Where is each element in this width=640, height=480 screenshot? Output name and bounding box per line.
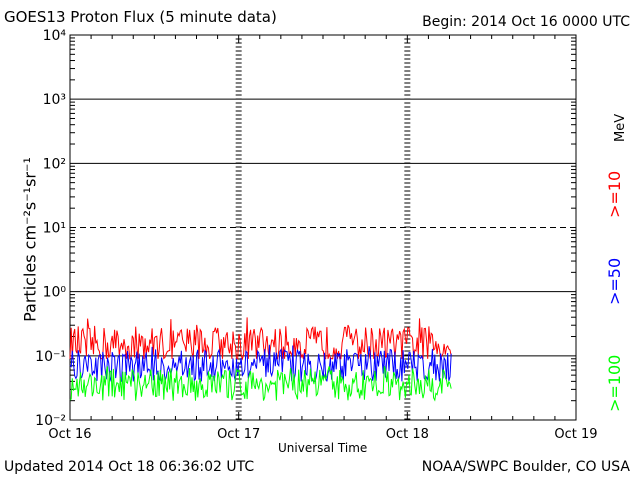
series-line <box>69 317 452 361</box>
legend-entry: >=10 <box>605 171 624 218</box>
x-tick-label: Oct 16 <box>48 427 91 442</box>
x-tick-label: Oct 19 <box>554 427 597 442</box>
y-axis-label: Particles cm⁻²s⁻¹sr⁻¹ <box>20 157 40 322</box>
y-tick-label: 10⁻² <box>35 413 66 429</box>
y-tick-label: 10⁻¹ <box>35 349 66 365</box>
series-line <box>69 365 452 402</box>
begin-time: Begin: 2014 Oct 16 0000 UTC <box>422 14 630 30</box>
y-tick-label: 10⁴ <box>43 28 67 44</box>
x-axis-label: Universal Time <box>278 441 368 455</box>
legend-unit: MeV <box>613 114 628 142</box>
y-tick-label: 10² <box>43 156 66 172</box>
series-line <box>69 344 452 382</box>
y-tick-label: 10³ <box>43 92 66 108</box>
legend-entry: >=100 <box>605 355 624 412</box>
legend-entry: >=50 <box>605 258 624 305</box>
y-tick-label: 10⁰ <box>43 285 67 301</box>
credit-line: NOAA/SWPC Boulder, CO USA <box>421 459 630 475</box>
x-tick-label: Oct 17 <box>217 427 260 442</box>
y-tick-label: 10¹ <box>43 221 66 237</box>
x-tick-label: Oct 18 <box>386 427 429 442</box>
chart-title: GOES13 Proton Flux (5 minute data) <box>4 8 277 26</box>
updated-timestamp: Updated 2014 Oct 18 06:36:02 UTC <box>4 459 255 475</box>
